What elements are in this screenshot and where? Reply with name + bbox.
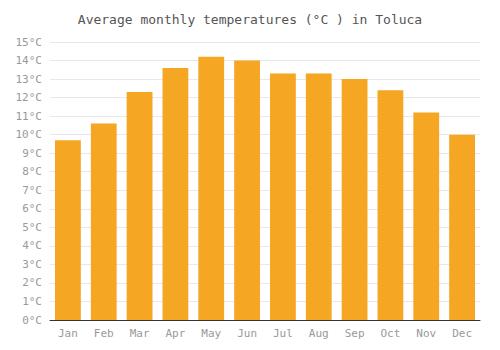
svg-text:May: May	[201, 327, 221, 340]
svg-text:10°C: 10°C	[16, 128, 43, 141]
svg-text:Jan: Jan	[58, 327, 78, 340]
svg-text:Feb: Feb	[94, 327, 114, 340]
svg-text:8°C: 8°C	[22, 165, 42, 178]
svg-text:Dec: Dec	[452, 327, 472, 340]
svg-text:Jun: Jun	[237, 327, 257, 340]
svg-text:3°C: 3°C	[22, 258, 42, 271]
svg-text:Oct: Oct	[380, 327, 400, 340]
svg-text:Mar: Mar	[130, 327, 150, 340]
svg-text:14°C: 14°C	[16, 54, 43, 67]
svg-text:9°C: 9°C	[22, 147, 42, 160]
svg-text:Aug: Aug	[309, 327, 329, 340]
svg-text:4°C: 4°C	[22, 239, 42, 252]
svg-text:Average monthly temperatures (: Average monthly temperatures (°C ) in To…	[78, 12, 422, 27]
svg-text:5°C: 5°C	[22, 221, 42, 234]
svg-text:Sep: Sep	[345, 327, 365, 340]
svg-text:12°C: 12°C	[16, 91, 43, 104]
svg-text:Nov: Nov	[416, 327, 436, 340]
svg-text:7°C: 7°C	[22, 184, 42, 197]
svg-text:15°C: 15°C	[16, 36, 43, 49]
svg-text:Apr: Apr	[165, 327, 185, 340]
svg-text:6°C: 6°C	[22, 202, 42, 215]
svg-text:2°C: 2°C	[22, 276, 42, 289]
svg-text:13°C: 13°C	[16, 73, 43, 86]
svg-text:11°C: 11°C	[16, 110, 43, 123]
svg-text:Jul: Jul	[273, 327, 293, 340]
svg-text:0°C: 0°C	[22, 314, 42, 327]
svg-text:1°C: 1°C	[22, 295, 42, 308]
